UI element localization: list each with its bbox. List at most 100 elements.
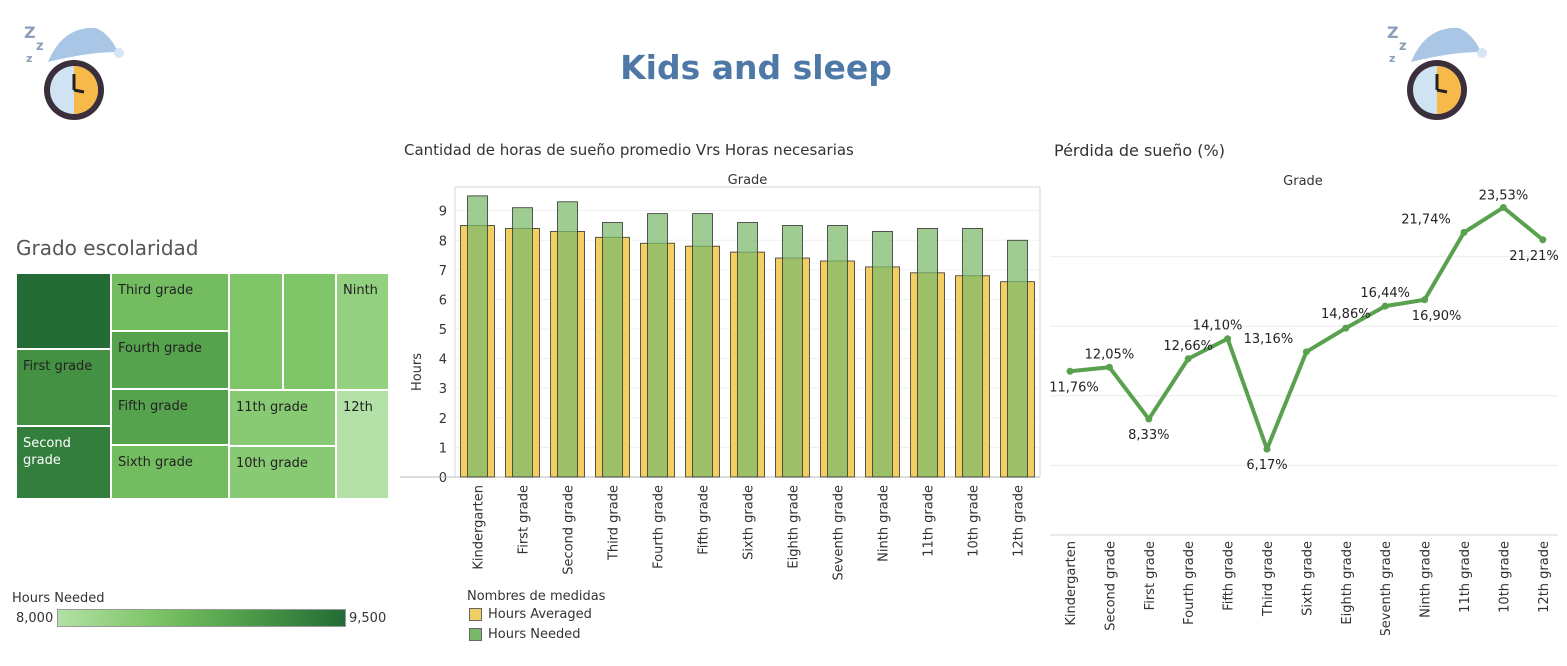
treemap-title: Grado escolaridad bbox=[16, 236, 199, 260]
x-tick-label: Kindergarten bbox=[1064, 541, 1079, 626]
data-point bbox=[1342, 324, 1350, 332]
y-axis-title: Hours bbox=[410, 353, 425, 391]
bar-chart-title: Cantidad de horas de sueño promedio Vrs … bbox=[404, 141, 854, 159]
treemap-cell-label: 12th bbox=[343, 400, 373, 415]
data-label: 23,53% bbox=[1479, 188, 1529, 203]
data-point bbox=[1066, 367, 1074, 375]
bar-hours-needed bbox=[602, 222, 623, 478]
bar-hours-needed bbox=[737, 222, 758, 478]
treemap-cell-label: Third grade bbox=[118, 283, 194, 298]
y-tick-label: 8 bbox=[439, 234, 447, 249]
svg-text:z: z bbox=[1399, 39, 1407, 54]
y-tick-label: 0 bbox=[439, 471, 447, 486]
bar-hours-needed bbox=[512, 207, 533, 478]
x-tick-label: 10th grade bbox=[967, 485, 982, 557]
sleep-clock-icon: Z z z bbox=[1387, 23, 1487, 120]
bar-chart: 0 1 2 3 4 5 6 7 8 9 Grade Hours Kindergarten First gr… bbox=[400, 173, 1041, 580]
treemap-cell bbox=[229, 273, 283, 390]
data-point bbox=[1381, 302, 1389, 310]
data-label: 16,90% bbox=[1412, 309, 1462, 324]
data-label: 21,74% bbox=[1401, 212, 1451, 227]
data-point bbox=[1499, 203, 1507, 211]
data-label: 11,76% bbox=[1049, 380, 1099, 395]
x-tick-label: Third grade bbox=[1261, 541, 1276, 617]
treemap-cell-label: Fourth grade bbox=[118, 341, 202, 356]
bar-hours-needed bbox=[917, 228, 938, 478]
data-label: 12,05% bbox=[1085, 347, 1135, 362]
treemap-cell: Ninth bbox=[336, 273, 389, 390]
y-tick-label: 9 bbox=[439, 205, 447, 220]
bar-hours-needed bbox=[467, 195, 488, 478]
svg-text:z: z bbox=[36, 39, 44, 54]
y-tick-label: 5 bbox=[439, 323, 447, 338]
treemap-cell-label: First grade bbox=[23, 359, 93, 374]
color-legend-min: 8,000 bbox=[16, 611, 54, 626]
x-tick-label: Ninth grade bbox=[877, 485, 892, 562]
data-point bbox=[1302, 348, 1310, 356]
treemap-cell-label: Ninth bbox=[343, 283, 378, 298]
data-point bbox=[1184, 355, 1192, 363]
x-tick-label: Second grade bbox=[1103, 541, 1118, 631]
legend-label: Hours Averaged bbox=[488, 607, 592, 622]
x-tick-label: Kindergarten bbox=[472, 485, 487, 570]
treemap-cell bbox=[16, 273, 111, 349]
treemap-cell: Fifth grade bbox=[111, 389, 229, 445]
bar-hours-needed bbox=[782, 225, 803, 478]
svg-text:Z: Z bbox=[24, 23, 36, 42]
treemap-cell: Sixth grade bbox=[111, 445, 229, 499]
data-label: 8,33% bbox=[1128, 428, 1169, 443]
x-tick-label: Fifth grade bbox=[1222, 541, 1237, 611]
y-tick-label: 7 bbox=[439, 264, 447, 279]
svg-text:Z: Z bbox=[1387, 23, 1399, 42]
legend-item-hours-needed: Hours Needed bbox=[469, 627, 580, 642]
measure-legend-title: Nombres de medidas bbox=[467, 589, 606, 604]
treemap-cell: 12th bbox=[336, 390, 389, 499]
x-tick-label: Seventh grade bbox=[832, 485, 847, 580]
x-tick-label: 11th grade bbox=[1458, 541, 1473, 613]
y-tick-label: 6 bbox=[439, 293, 447, 308]
data-point bbox=[1263, 445, 1271, 453]
x-tick-label: Sixth grade bbox=[742, 485, 757, 560]
line-chart: Grade 11,76% 12,05% 8,33% 12,66% 14,10% 6,17% 1… bbox=[1049, 174, 1559, 635]
legend-swatch bbox=[469, 608, 482, 621]
x-tick-label: 10th grade bbox=[1497, 541, 1512, 613]
x-tick-label: First grade bbox=[1143, 541, 1158, 610]
treemap-cell-label: 10th grade bbox=[236, 456, 308, 471]
treemap-cell-label: Second grade bbox=[23, 436, 71, 468]
bar-hours-needed bbox=[692, 213, 713, 478]
data-point bbox=[1460, 228, 1468, 236]
x-tick-label: Fifth grade bbox=[697, 485, 712, 555]
treemap: First grade Second grade Third grade Fourth… bbox=[16, 273, 389, 499]
data-label: 6,17% bbox=[1246, 458, 1287, 473]
sleep-clock-icon: Z z z bbox=[24, 23, 124, 120]
data-label: 14,86% bbox=[1321, 307, 1371, 322]
legend-item-hours-averaged: Hours Averaged bbox=[469, 607, 592, 622]
treemap-cell: Fourth grade bbox=[111, 331, 229, 389]
x-tick-label: 12th grade bbox=[1537, 541, 1552, 613]
treemap-cell: 10th grade bbox=[229, 446, 336, 499]
x-tick-label: Sixth grade bbox=[1300, 541, 1315, 616]
y-tick-label: 1 bbox=[439, 441, 447, 456]
bar-hours-needed bbox=[827, 225, 848, 478]
bar-hours-needed bbox=[647, 213, 668, 478]
line-chart-title: Pérdida de sueño (%) bbox=[1054, 141, 1225, 160]
x-tick-label: Fourth grade bbox=[652, 485, 667, 569]
x-tick-label: 12th grade bbox=[1012, 485, 1027, 557]
treemap-cell: First grade bbox=[16, 349, 111, 426]
svg-text:z: z bbox=[1389, 52, 1395, 65]
legend-label: Hours Needed bbox=[488, 627, 581, 642]
x-tick-label: Third grade bbox=[607, 485, 622, 561]
color-legend-gradient bbox=[57, 609, 346, 627]
x-tick-label: Ninth grade bbox=[1419, 541, 1434, 618]
y-tick-label: 2 bbox=[439, 412, 447, 427]
treemap-cell: Second grade bbox=[16, 426, 111, 499]
x-tick-label: Eighth grade bbox=[787, 485, 802, 569]
treemap-cell bbox=[283, 273, 336, 390]
bar-hours-needed bbox=[962, 228, 983, 478]
x-tick-label: Eighth grade bbox=[1340, 541, 1355, 625]
treemap-cell-label: 11th grade bbox=[236, 400, 308, 415]
data-point bbox=[1539, 236, 1547, 244]
x-tick-label: First grade bbox=[517, 485, 532, 554]
x-tick-label: Second grade bbox=[562, 485, 577, 575]
data-label: 13,16% bbox=[1244, 332, 1294, 347]
